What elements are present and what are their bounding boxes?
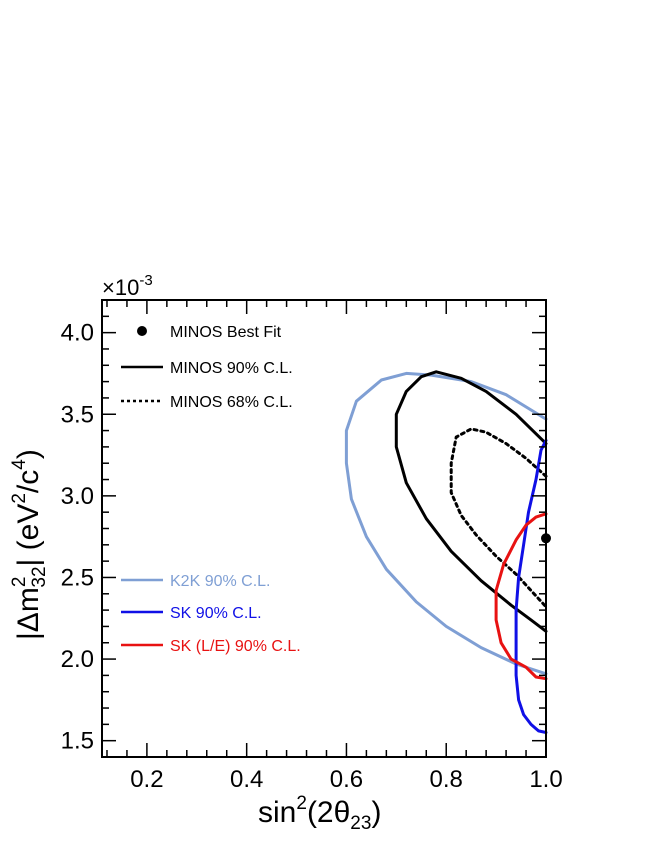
legend-label-sk-le: SK (L/E) 90% C.L.	[170, 638, 301, 655]
tick-label-layer: 0.2 0.4 0.6 0.8 1.0 1.5 2.0 2.5 3.0 3.5 4.0	[61, 320, 563, 793]
contour-layer	[344, 370, 548, 734]
x-tick-label: 0.4	[230, 766, 263, 793]
x-tick-label: 1.0	[529, 766, 562, 793]
contour-minos-68-c-l	[449, 427, 548, 609]
best-fit-marker	[541, 533, 551, 544]
legend-label-best-fit: MINOS Best Fit	[170, 324, 282, 341]
legend-label-minos-90: MINOS 90% C.L.	[170, 360, 293, 377]
x-axis-title: sin2(2θ23)	[258, 793, 381, 834]
legend-label-sk: SK 90% C.L.	[170, 605, 262, 622]
legend-label-minos-68: MINOS 68% C.L.	[170, 394, 293, 411]
legend-marker-best-fit	[137, 326, 147, 336]
contour-sk-90-c-l	[514, 438, 548, 734]
y-tick-label: 2.0	[61, 646, 94, 673]
x-tick-label: 0.2	[130, 766, 163, 793]
legend: MINOS Best Fit MINOS 90% C.L. MINOS 68% …	[121, 324, 301, 655]
y-tick-label: 1.5	[61, 728, 94, 755]
y-tick-label: 3.0	[61, 483, 94, 510]
tick-layer	[102, 299, 547, 758]
contour-k2k-90-c-l	[344, 371, 548, 676]
y-tick-label: 2.5	[61, 564, 94, 591]
y-tick-label: 3.5	[61, 401, 94, 428]
contour-minos-90-c-l	[394, 370, 548, 633]
y-axis-title: |Δm232| (eV2/c4)	[9, 449, 50, 640]
y-multiplier: ×10-3	[102, 272, 153, 300]
legend-label-k2k: K2K 90% C.L.	[170, 573, 271, 590]
contour-sk-l-e-90-c-l	[494, 512, 548, 681]
x-tick-label: 0.8	[430, 766, 463, 793]
plot-frame	[101, 299, 547, 758]
y-tick-label: 4.0	[61, 320, 94, 347]
x-tick-label: 0.6	[330, 766, 363, 793]
